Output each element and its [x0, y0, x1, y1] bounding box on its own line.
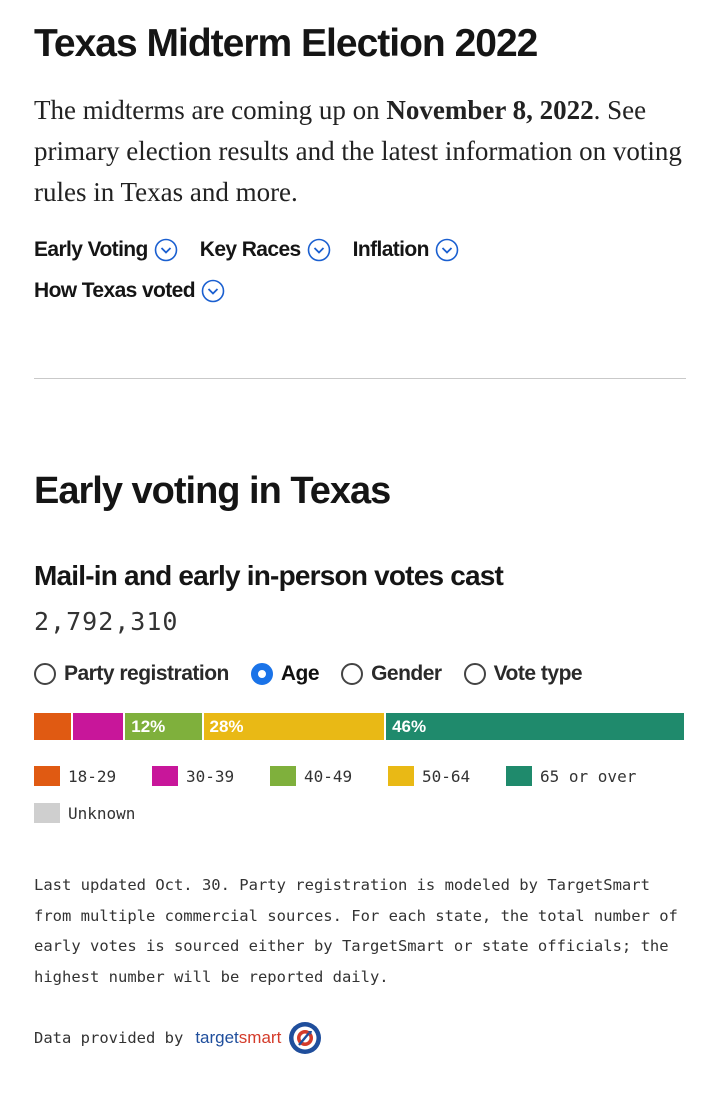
legend-label: 40-49	[304, 766, 353, 786]
stacked-bar-chart: 12% 28% 46%	[34, 713, 686, 740]
radio-label: Gender	[371, 662, 442, 685]
legend-swatch	[34, 803, 60, 823]
bar-data-label: 12%	[131, 717, 166, 736]
bar-data-label: 28%	[209, 717, 244, 736]
radio-label: Age	[280, 662, 320, 685]
legend-label: 18-29	[68, 766, 117, 786]
nav-key-races-label: Key Races	[199, 238, 301, 261]
radio-button-icon	[463, 663, 486, 685]
intro-after: . See primary election results and the l…	[34, 95, 682, 207]
legend-swatch	[270, 766, 296, 786]
radio-party-registration[interactable]: Party registration	[34, 662, 229, 686]
legend-swatch	[506, 766, 532, 786]
bar-segment-50-64[interactable]: 28%	[203, 713, 385, 740]
intro-before: The midterms are coming up on	[34, 95, 387, 125]
targetsmart-logo-icon	[289, 1022, 322, 1054]
chart-title: Mail-in and early in-person votes cast	[34, 560, 504, 591]
brand-part-2: smart	[238, 1028, 282, 1047]
nav-inflation-label: Inflation	[352, 238, 430, 261]
nav-early-voting-label: Early Voting	[34, 238, 148, 261]
nav-early-voting[interactable]: Early Voting	[34, 238, 178, 262]
nav-inflation[interactable]: Inflation	[353, 238, 459, 262]
bar-segment-40-49[interactable]: 12%	[125, 713, 202, 740]
radio-label: Vote type	[493, 662, 583, 685]
chevron-down-icon	[201, 279, 225, 303]
legend-label: 65 or over	[540, 766, 637, 786]
bar-segment-65-or-over[interactable]: 46%	[386, 713, 684, 740]
nav-key-races[interactable]: Key Races	[200, 238, 331, 262]
chevron-down-icon	[435, 238, 459, 262]
brand-part-1: target	[195, 1028, 239, 1047]
topic-nav-row-2: How Texas voted	[34, 279, 247, 303]
legend-swatch	[388, 766, 414, 786]
chevron-down-icon	[154, 238, 178, 262]
nav-how-texas-voted-label: How Texas voted	[34, 279, 196, 302]
section-divider	[34, 378, 686, 379]
bar-segment-18-29[interactable]	[34, 713, 72, 740]
chevron-down-icon	[307, 238, 330, 262]
bar-data-label: 46%	[392, 717, 427, 736]
data-credit-label: Data provided by	[34, 1029, 184, 1047]
intro-text: The midterms are coming up on November 8…	[34, 90, 694, 213]
legend-swatch	[152, 766, 178, 786]
footnote: Last updated Oct. 30. Party registration…	[34, 876, 678, 986]
legend-label: Unknown	[68, 803, 136, 823]
page-title: Texas Midterm Election 2022	[34, 22, 538, 65]
radio-age[interactable]: Age	[250, 662, 320, 686]
radio-gender[interactable]: Gender	[341, 662, 442, 686]
nav-how-texas-voted[interactable]: How Texas voted	[34, 279, 225, 303]
legend-item: 40-49	[270, 766, 352, 786]
section-heading: Early voting in Texas	[34, 470, 391, 512]
radio-vote-type[interactable]: Vote type	[463, 662, 583, 686]
legend-item: Unknown	[34, 803, 135, 823]
data-credit: Data provided by targetsmart	[34, 1020, 323, 1056]
legend-label: 30-39	[186, 766, 235, 786]
legend-label: 50-64	[422, 766, 471, 786]
legend-item: 30-39	[152, 766, 234, 786]
radio-button-icon	[34, 663, 56, 685]
targetsmart-link[interactable]: targetsmart	[195, 1028, 281, 1048]
bar-segment-30-39[interactable]	[73, 713, 124, 740]
legend-item: 65 or over	[506, 766, 636, 786]
legend-swatch	[34, 766, 60, 786]
legend-item: 50-64	[388, 766, 470, 786]
radio-label: Party registration	[64, 662, 229, 685]
total-votes: 2,792,310	[34, 607, 179, 636]
radio-button-selected-icon	[250, 663, 273, 685]
election-date: November 8, 2022	[386, 95, 594, 125]
radio-button-icon	[341, 663, 364, 685]
topic-nav-row-1: Early Voting Key Races Inflation	[34, 238, 481, 262]
breakdown-filter: Party registration Age Gender Vote type	[34, 662, 604, 686]
legend-item: 18-29	[34, 766, 116, 786]
